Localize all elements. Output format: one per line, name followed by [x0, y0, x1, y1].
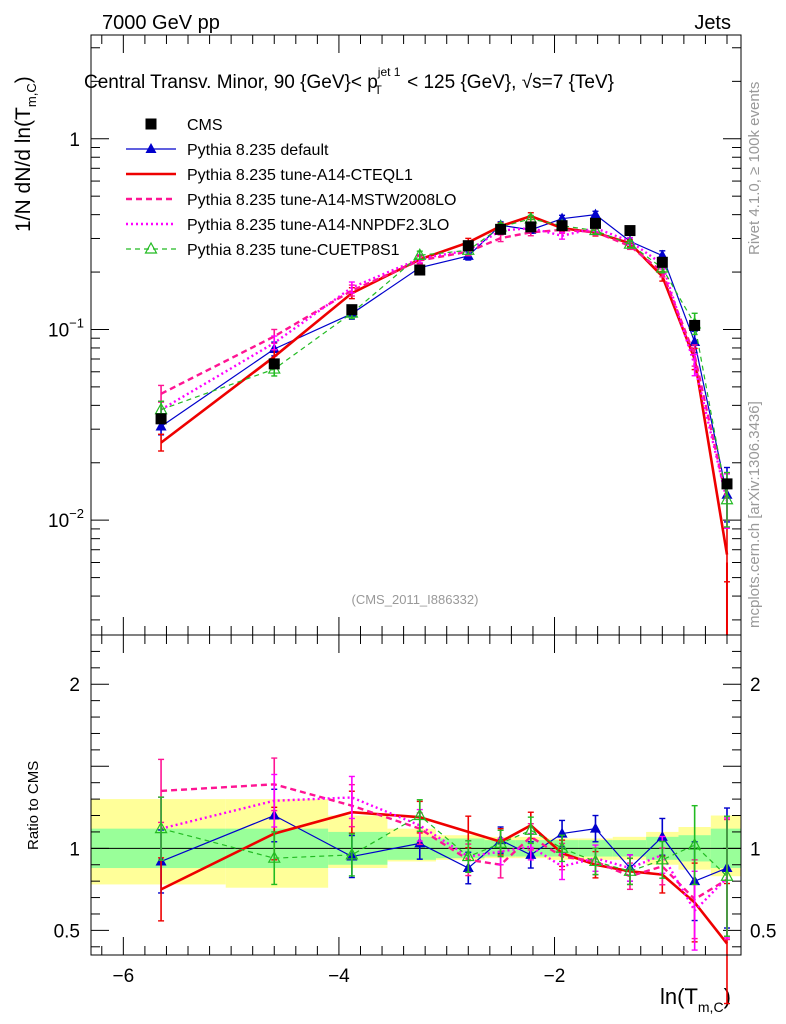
cms-data-point	[721, 478, 733, 490]
cms-data-point	[556, 220, 568, 232]
legend-label: Pythia 8.235 tune-A14-MSTW2008LO	[187, 192, 456, 209]
cms-data-point	[589, 217, 601, 229]
axis-tick-labels: −6 −4 −2 1 10−1 10−2 2 2 1 1 0.5 0.5	[48, 130, 776, 987]
x-tick-label: −4	[328, 966, 350, 987]
ratio-tick-label-right: 0.5	[750, 921, 776, 942]
x-tick-label: −2	[544, 966, 566, 987]
ratio-marker	[589, 822, 601, 833]
cms-data-point	[525, 221, 537, 233]
ratio-tick-label-right: 1	[750, 839, 761, 860]
y-tick-label: 10−1	[48, 315, 84, 341]
ratio-tick-label-left: 2	[69, 675, 80, 696]
y-tick-label: 10−2	[48, 506, 84, 532]
cms-data-point	[268, 358, 280, 370]
legend-label: Pythia 8.235 tune-CUETP8S1	[187, 242, 400, 259]
series-pythia-8-235-tune-a14-nnpdf2-3lo	[158, 224, 730, 529]
series-line	[160, 228, 729, 502]
svg-text:Central Transv. Minor, 90 {GeV: Central Transv. Minor, 90 {GeV}< pjet 1 T…	[84, 65, 614, 97]
series-line	[160, 226, 729, 502]
ratio-marker	[524, 823, 538, 835]
ratio-series	[154, 757, 734, 1005]
series-marker	[413, 248, 427, 260]
title-sub: T	[374, 83, 382, 97]
legend-label: Pythia 8.235 tune-A14-NNPDF2.3LO	[187, 217, 449, 234]
plot-title: Central Transv. Minor, 90 {GeV}< pjet 1 T…	[84, 65, 614, 97]
series-line	[160, 218, 728, 500]
series-marker	[689, 335, 701, 346]
collision-label: 7000 GeV pp	[102, 12, 220, 34]
legend-label: Pythia 8.235 default	[187, 142, 329, 159]
series-marker	[155, 420, 167, 431]
ratio-plot-frame	[90, 634, 742, 956]
ratio-marker	[655, 852, 669, 865]
series-marker	[556, 212, 568, 223]
legend-label: Pythia 8.235 tune-A14-CTEQL1	[187, 167, 413, 184]
legend: CMS Pythia 8.235 default Pythia 8.235 tune…	[126, 117, 456, 259]
mcplots-label: mcplots.cern.ch [arXiv:1306.3436]	[746, 401, 763, 628]
title-sup: jet 1	[377, 65, 401, 79]
ratio-marker	[267, 850, 281, 863]
ratio-marker	[345, 847, 359, 860]
legend-marker	[144, 241, 158, 254]
cms-data-point	[414, 264, 426, 276]
series-marker	[589, 208, 601, 219]
cms-data-point	[656, 256, 668, 268]
legend-marker-cms	[145, 118, 157, 130]
series-marker	[588, 223, 602, 236]
ratio-marker	[588, 854, 602, 867]
cms-data-point	[155, 413, 167, 425]
cms-data-point	[495, 223, 507, 235]
series-pythia-8-235-tune-a14-cteql1	[158, 212, 730, 583]
title-pre: Central Transv. Minor, 90 {GeV}< p	[84, 72, 378, 93]
ratio-marker	[555, 841, 569, 853]
rivet-version-label: Rivet 4.1.0, ≥ 100k events	[746, 82, 763, 255]
analysis-watermark: (CMS_2011_I886332)	[352, 592, 479, 607]
ratio-marker	[413, 808, 427, 821]
cms-data-point	[346, 304, 358, 316]
x-tick-label: −6	[113, 966, 135, 987]
y-axis-label: 1/N dN/d ln(Tm,C)	[12, 76, 39, 232]
cms-data-point	[624, 225, 636, 237]
series-marker	[720, 492, 734, 505]
legend-label: CMS	[187, 117, 223, 134]
ratio-series-pythia-8-235-tune-cuetp8s1	[154, 796, 734, 937]
cms-data-point	[689, 319, 701, 331]
series-line	[160, 214, 729, 555]
ratio-tick-label-right: 2	[750, 675, 761, 696]
ratio-tick-label-left: 1	[69, 839, 80, 860]
ratio-marker	[623, 864, 637, 876]
legend-marker	[145, 143, 157, 153]
series-pythia-8-235-tune-a14-mstw2008lo	[158, 225, 730, 529]
ratio-y-axis-label: Ratio to CMS	[25, 761, 42, 850]
title-post: < 125 {GeV}, √s=7 {TeV}	[402, 72, 614, 93]
ratio-tick-label-left: 0.5	[54, 921, 80, 942]
ratio-marker	[461, 849, 475, 862]
x-axis-label: ln(Tm,C)	[660, 984, 731, 1015]
y-tick-label: 1	[69, 130, 80, 151]
ratio-marker	[688, 837, 702, 850]
ratio-marker	[720, 868, 734, 881]
ratio-marker	[154, 821, 168, 834]
series-marker	[623, 236, 637, 249]
category-label: Jets	[694, 12, 731, 34]
main-series	[154, 208, 734, 635]
cms-data-point	[462, 240, 474, 252]
ratio-marker	[494, 836, 508, 849]
